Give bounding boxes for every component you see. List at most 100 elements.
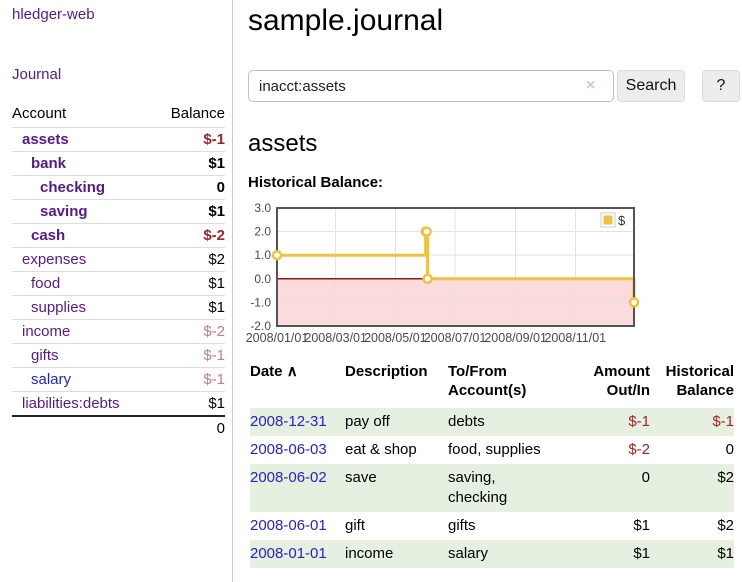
register-header-accounts: To/From Account(s) (448, 363, 527, 399)
account-link[interactable]: expenses (22, 251, 87, 268)
register-table: Date ∧ Description To/From Account(s) Am… (250, 362, 734, 568)
account-row: income $-2 (12, 319, 225, 344)
chart-canvas: $3.0 2.0 1.0 0.0 -1.0 -2.02008/01/012008/03/0… (246, 201, 640, 345)
account-link[interactable]: salary (31, 371, 72, 388)
transaction-balance: $2 (717, 469, 734, 486)
register-row: 2008-06-03 eat & shop food, supplies $-2 0 (250, 436, 734, 464)
account-row: expenses $2 (12, 247, 225, 272)
transaction-amount: $-1 (628, 413, 650, 430)
account-balance: $1 (208, 275, 225, 292)
transaction-date-link[interactable]: 2008-12-31 (250, 413, 327, 430)
svg-text:$: $ (618, 213, 626, 228)
svg-text:1.0: 1.0 (254, 248, 271, 262)
sidebar-divider (232, 0, 233, 582)
transaction-balance: $-1 (712, 413, 734, 430)
svg-text:0.0: 0.0 (254, 272, 271, 286)
account-row: bank $1 (12, 151, 225, 176)
account-row: saving $1 (12, 199, 225, 224)
account-link[interactable]: supplies (31, 299, 87, 316)
transaction-amount: $1 (633, 545, 650, 562)
account-link[interactable]: liabilities:debts (22, 395, 120, 412)
account-link[interactable]: cash (31, 227, 66, 244)
transaction-date-link[interactable]: 2008-06-01 (250, 517, 327, 534)
accounts-table-body: assets $-1 bank $1 checking 0 saving $1 cash $-2 e… (12, 127, 225, 417)
account-balance: $1 (208, 155, 225, 172)
chart-title: Historical Balance: (248, 174, 384, 191)
account-balance: $-1 (203, 131, 225, 148)
accounts-table: Account Balance assets $-1 bank $1 checking 0… (12, 102, 225, 440)
transaction-accounts: food, supplies (448, 441, 541, 458)
transaction-amount: $1 (633, 517, 650, 534)
account-link[interactable]: assets (22, 131, 69, 148)
account-row: food $1 (12, 271, 225, 296)
account-balance: $1 (208, 395, 225, 412)
account-balance: 0 (216, 179, 225, 196)
svg-text:2.0: 2.0 (254, 225, 271, 239)
app-title: hledger-web (12, 6, 95, 23)
account-balance: $2 (208, 251, 225, 268)
transaction-accounts: debts (448, 413, 485, 430)
transaction-date-link[interactable]: 2008-06-03 (250, 441, 327, 458)
clear-search-icon[interactable]: × (586, 77, 596, 94)
account-link[interactable]: saving (40, 203, 88, 220)
transaction-description: pay off (345, 413, 390, 430)
register-table-body: 2008-12-31 pay off debts $-1 $-1 2008-06-03 ea… (250, 408, 734, 568)
svg-text:-1.0: -1.0 (250, 295, 271, 309)
transaction-accounts: gifts (448, 517, 476, 534)
account-balance: $-2 (203, 323, 225, 340)
svg-text:3.0: 3.0 (254, 202, 271, 215)
register-row: 2008-12-31 pay off debts $-1 $-1 (250, 408, 734, 436)
register-row: 2008-06-01 gift gifts $1 $2 (250, 512, 734, 540)
svg-text:2008/05/01: 2008/05/01 (364, 331, 427, 345)
account-link[interactable]: bank (31, 155, 67, 172)
account-row: supplies $1 (12, 295, 225, 320)
accounts-total-row: 0 (12, 416, 225, 440)
transaction-accounts: salary (448, 545, 489, 562)
transaction-date-link[interactable]: 2008-06-02 (250, 469, 327, 486)
accounts-total-value: 0 (216, 420, 225, 437)
account-balance: $1 (208, 299, 225, 316)
account-row: salary $-1 (12, 367, 225, 392)
sort-ascending-icon: ∧ (286, 363, 298, 380)
help-button[interactable]: ? (702, 70, 740, 102)
historical-balance-chart: $3.0 2.0 1.0 0.0 -1.0 -2.0 2008/01/01 2008/03/0… (243, 201, 643, 350)
register-header-amount: Amount Out/In (593, 363, 650, 399)
account-link[interactable]: income (22, 323, 71, 340)
transaction-accounts: saving, checking (448, 469, 508, 506)
transaction-balance: 0 (725, 441, 734, 458)
svg-text:2008/01/01: 2008/01/01 (246, 331, 309, 345)
register-header-date[interactable]: Date ∧ (250, 363, 298, 380)
transaction-date-link[interactable]: 2008-01-01 (250, 545, 327, 562)
account-row: assets $-1 (12, 127, 225, 152)
account-link[interactable]: checking (40, 179, 106, 196)
transaction-description: eat & shop (345, 441, 417, 458)
search-input[interactable] (248, 70, 614, 102)
transaction-balance: $1 (717, 545, 734, 562)
account-balance: $-2 (203, 227, 225, 244)
account-link[interactable]: food (31, 275, 61, 292)
register-row: 2008-01-01 income salary $1 $1 (250, 540, 734, 568)
svg-text:2008/03/01: 2008/03/01 (304, 331, 367, 345)
account-balance: $1 (208, 203, 225, 220)
transaction-amount: $-2 (628, 441, 650, 458)
svg-text:2008/11/01: 2008/11/01 (544, 331, 606, 345)
register-header-balance: Historical Balance (665, 363, 734, 399)
accounts-table-balance-header: Balance (170, 105, 225, 122)
account-heading: assets (248, 130, 318, 157)
register-header-description: Description (345, 363, 428, 380)
account-row: gifts $-1 (12, 343, 225, 368)
account-balance: $-1 (203, 371, 225, 388)
sidebar-item-journal[interactable]: Journal (12, 66, 62, 83)
account-row: checking 0 (12, 175, 225, 200)
accounts-table-account-header: Account (12, 105, 67, 122)
register-row: 2008-06-02 save saving, checking 0 $2 (250, 464, 734, 512)
account-link[interactable]: gifts (31, 347, 59, 364)
svg-text:2008/07/01: 2008/07/01 (424, 331, 487, 345)
svg-text:-2.0: -2.0 (250, 319, 271, 333)
transaction-description: gift (345, 517, 366, 534)
search-button[interactable]: Search (617, 70, 685, 102)
transaction-description: save (345, 469, 377, 486)
transaction-amount: 0 (641, 469, 650, 486)
account-row: liabilities:debts $1 (12, 391, 225, 417)
transaction-description: income (345, 545, 394, 562)
